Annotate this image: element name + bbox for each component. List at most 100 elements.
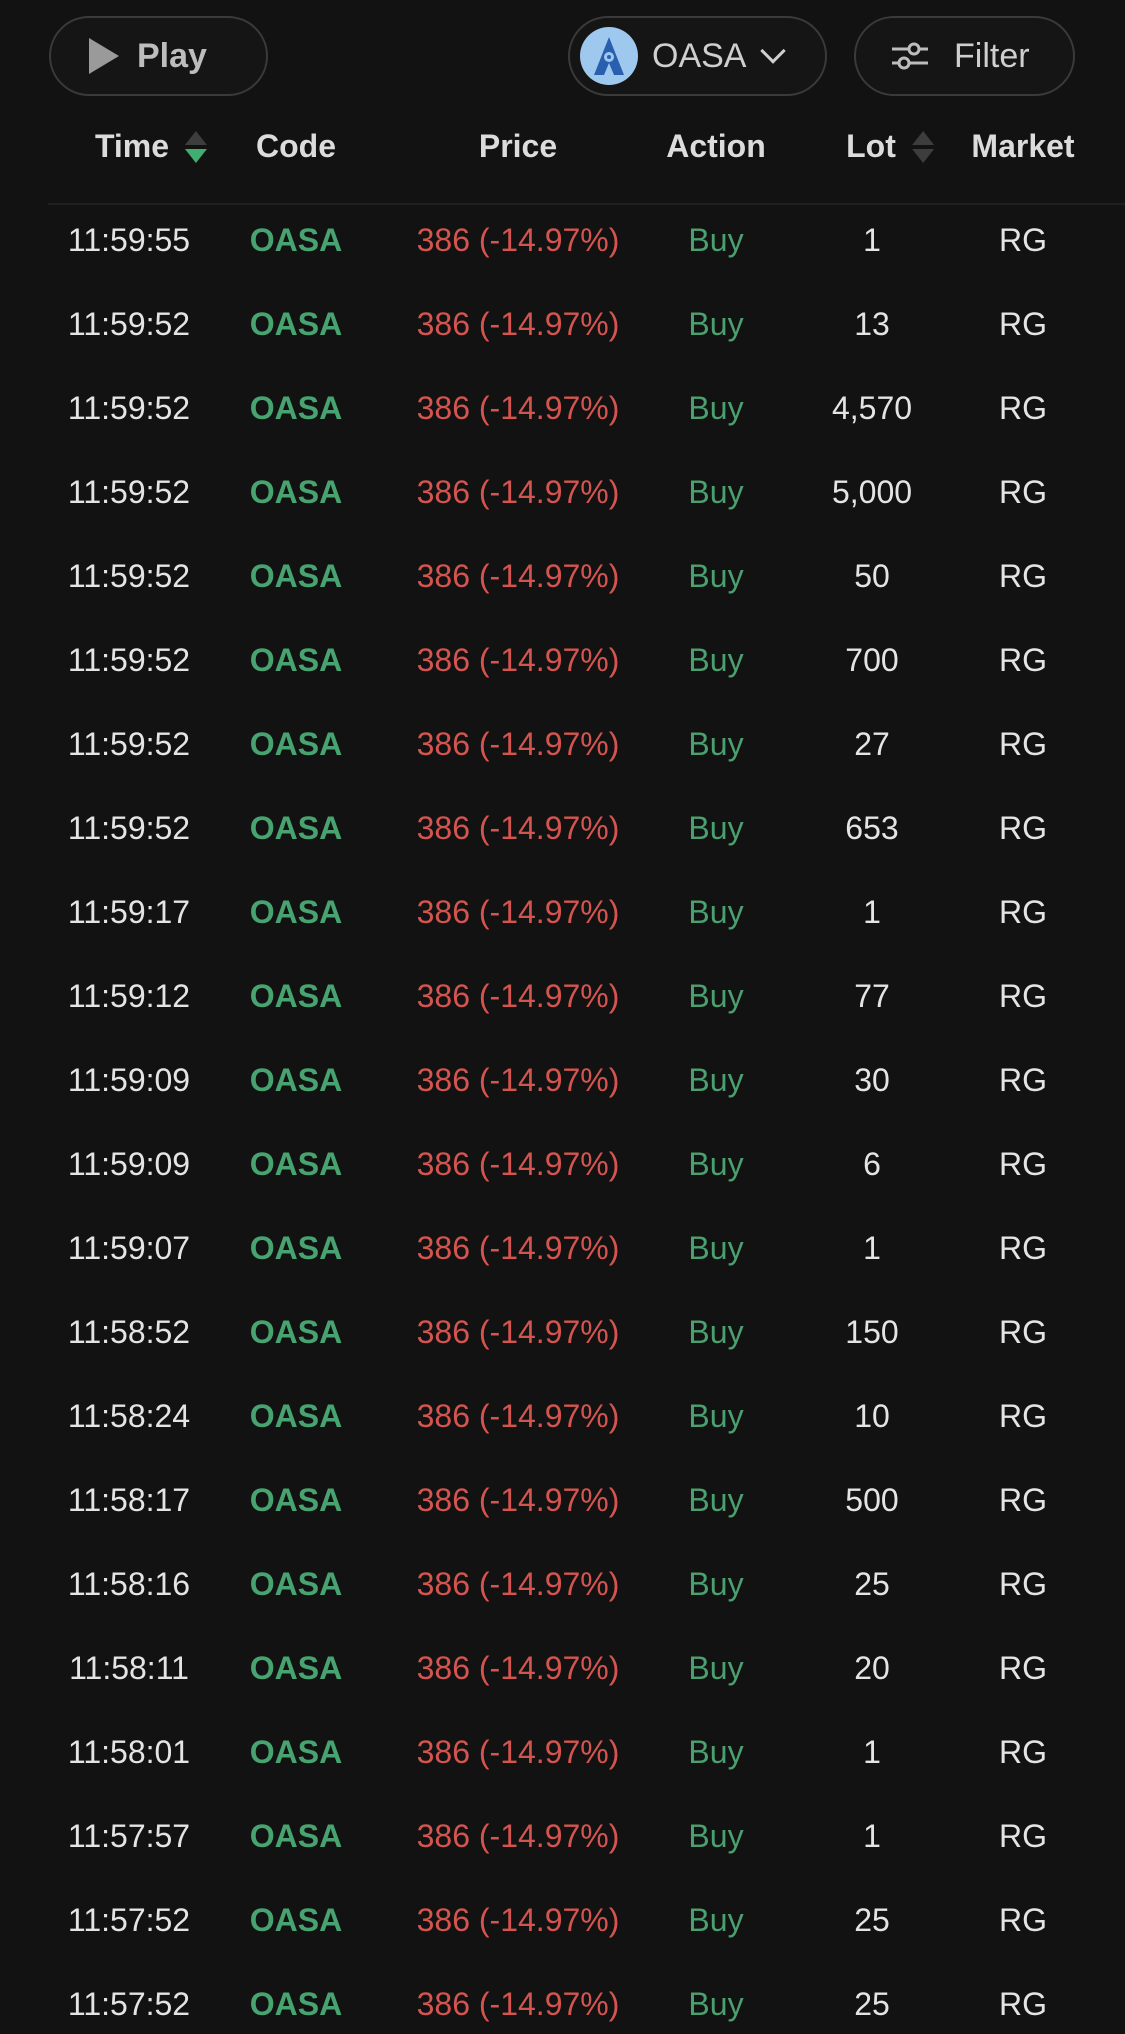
cell-action: Buy <box>688 894 744 930</box>
cell-lot: 700 <box>845 642 899 678</box>
table-row[interactable]: 11:58:17 OASA 386 (-14.97%) Buy 500 RG <box>0 1482 1125 1530</box>
table-row[interactable]: 11:59:52 OASA 386 (-14.97%) Buy 5,000 RG <box>0 474 1125 522</box>
cell-market: RG <box>999 1230 1047 1266</box>
cell-time: 11:59:52 <box>67 558 191 594</box>
cell-code: OASA <box>249 1566 343 1602</box>
cell-price: 386 (-14.97%) <box>416 642 620 678</box>
cell-action: Buy <box>688 222 744 258</box>
cell-price: 386 (-14.97%) <box>416 1986 620 2022</box>
table-row[interactable]: 11:58:01 OASA 386 (-14.97%) Buy 1 RG <box>0 1734 1125 1782</box>
cell-market: RG <box>999 390 1047 426</box>
cell-market: RG <box>999 1062 1047 1098</box>
table-row[interactable]: 11:59:52 OASA 386 (-14.97%) Buy 27 RG <box>0 726 1125 774</box>
cell-price: 386 (-14.97%) <box>416 1818 620 1854</box>
cell-action: Buy <box>688 1818 744 1854</box>
table-row[interactable]: 11:59:07 OASA 386 (-14.97%) Buy 1 RG <box>0 1230 1125 1278</box>
cell-price: 386 (-14.97%) <box>416 474 620 510</box>
column-header-lot[interactable]: Lot <box>846 128 934 165</box>
lot-header-label: Lot <box>846 128 896 164</box>
cell-market: RG <box>999 1818 1047 1854</box>
table-row[interactable]: 11:59:12 OASA 386 (-14.97%) Buy 77 RG <box>0 978 1125 1026</box>
cell-market: RG <box>999 1314 1047 1350</box>
column-header-price[interactable]: Price <box>478 128 558 164</box>
cell-time: 11:59:52 <box>67 474 191 510</box>
cell-code: OASA <box>249 1146 343 1182</box>
chevron-down-icon <box>760 38 787 64</box>
stock-logo-icon <box>580 27 638 85</box>
table-row[interactable]: 11:59:52 OASA 386 (-14.97%) Buy 13 RG <box>0 306 1125 354</box>
table-row[interactable]: 11:59:09 OASA 386 (-14.97%) Buy 6 RG <box>0 1146 1125 1194</box>
cell-action: Buy <box>688 390 744 426</box>
cell-lot: 25 <box>854 1986 890 2022</box>
cell-time: 11:59:52 <box>67 726 191 762</box>
table-row[interactable]: 11:58:24 OASA 386 (-14.97%) Buy 10 RG <box>0 1398 1125 1446</box>
table-row[interactable]: 11:59:52 OASA 386 (-14.97%) Buy 700 RG <box>0 642 1125 690</box>
cell-price: 386 (-14.97%) <box>416 390 620 426</box>
cell-price: 386 (-14.97%) <box>416 1902 620 1938</box>
stock-label: OASA <box>652 36 747 75</box>
cell-time: 11:59:52 <box>67 642 191 678</box>
cell-code: OASA <box>249 978 343 1014</box>
table-row[interactable]: 11:59:52 OASA 386 (-14.97%) Buy 50 RG <box>0 558 1125 606</box>
table-row[interactable]: 11:59:17 OASA 386 (-14.97%) Buy 1 RG <box>0 894 1125 942</box>
cell-price: 386 (-14.97%) <box>416 978 620 1014</box>
cell-market: RG <box>999 1566 1047 1602</box>
cell-price: 386 (-14.97%) <box>416 1314 620 1350</box>
table-header: Time Code Price Action Lot Market <box>0 128 1125 176</box>
cell-code: OASA <box>249 1482 343 1518</box>
table-row[interactable]: 11:59:09 OASA 386 (-14.97%) Buy 30 RG <box>0 1062 1125 1110</box>
column-header-market[interactable]: Market <box>971 128 1075 164</box>
cell-action: Buy <box>688 1398 744 1434</box>
cell-price: 386 (-14.97%) <box>416 1398 620 1434</box>
cell-action: Buy <box>688 1146 744 1182</box>
cell-lot: 25 <box>854 1566 890 1602</box>
cell-action: Buy <box>688 1902 744 1938</box>
cell-market: RG <box>999 978 1047 1014</box>
cell-time: 11:58:01 <box>67 1734 191 1770</box>
table-row[interactable]: 11:58:11 OASA 386 (-14.97%) Buy 20 RG <box>0 1650 1125 1698</box>
cell-lot: 13 <box>854 306 890 342</box>
cell-lot: 1 <box>863 1818 881 1854</box>
filter-button[interactable]: Filter <box>854 16 1075 96</box>
cell-price: 386 (-14.97%) <box>416 1566 620 1602</box>
sliders-icon <box>892 42 928 70</box>
table-row[interactable]: 11:57:57 OASA 386 (-14.97%) Buy 1 RG <box>0 1818 1125 1866</box>
cell-action: Buy <box>688 1650 744 1686</box>
cell-action: Buy <box>688 558 744 594</box>
sort-icon <box>185 130 208 163</box>
cell-market: RG <box>999 810 1047 846</box>
cell-price: 386 (-14.97%) <box>416 1062 620 1098</box>
play-label: Play <box>137 36 207 75</box>
cell-time: 11:57:57 <box>67 1818 191 1854</box>
sort-icon <box>911 130 934 163</box>
cell-market: RG <box>999 1146 1047 1182</box>
column-header-code[interactable]: Code <box>256 128 336 164</box>
column-header-time[interactable]: Time <box>95 128 208 165</box>
cell-time: 11:59:52 <box>67 306 191 342</box>
table-row[interactable]: 11:59:52 OASA 386 (-14.97%) Buy 653 RG <box>0 810 1125 858</box>
cell-lot: 1 <box>863 1230 881 1266</box>
table-row[interactable]: 11:57:52 OASA 386 (-14.97%) Buy 25 RG <box>0 1902 1125 1950</box>
table-row[interactable]: 11:58:16 OASA 386 (-14.97%) Buy 25 RG <box>0 1566 1125 1614</box>
cell-code: OASA <box>249 390 343 426</box>
cell-lot: 1 <box>863 1734 881 1770</box>
play-button[interactable]: Play <box>49 16 268 96</box>
cell-lot: 1 <box>863 894 881 930</box>
stock-selector[interactable]: OASA <box>568 16 827 96</box>
cell-market: RG <box>999 222 1047 258</box>
table-row[interactable]: 11:59:55 OASA 386 (-14.97%) Buy 1 RG <box>0 222 1125 270</box>
cell-code: OASA <box>249 474 343 510</box>
cell-lot: 10 <box>854 1398 890 1434</box>
cell-market: RG <box>999 1902 1047 1938</box>
cell-price: 386 (-14.97%) <box>416 1146 620 1182</box>
cell-time: 11:59:09 <box>67 1062 191 1098</box>
table-row[interactable]: 11:57:52 OASA 386 (-14.97%) Buy 25 RG <box>0 1986 1125 2034</box>
cell-code: OASA <box>249 1650 343 1686</box>
cell-price: 386 (-14.97%) <box>416 558 620 594</box>
cell-code: OASA <box>249 1398 343 1434</box>
cell-time: 11:59:52 <box>67 810 191 846</box>
table-row[interactable]: 11:59:52 OASA 386 (-14.97%) Buy 4,570 RG <box>0 390 1125 438</box>
table-row[interactable]: 11:58:52 OASA 386 (-14.97%) Buy 150 RG <box>0 1314 1125 1362</box>
cell-action: Buy <box>688 1986 744 2022</box>
column-header-action[interactable]: Action <box>666 128 766 164</box>
